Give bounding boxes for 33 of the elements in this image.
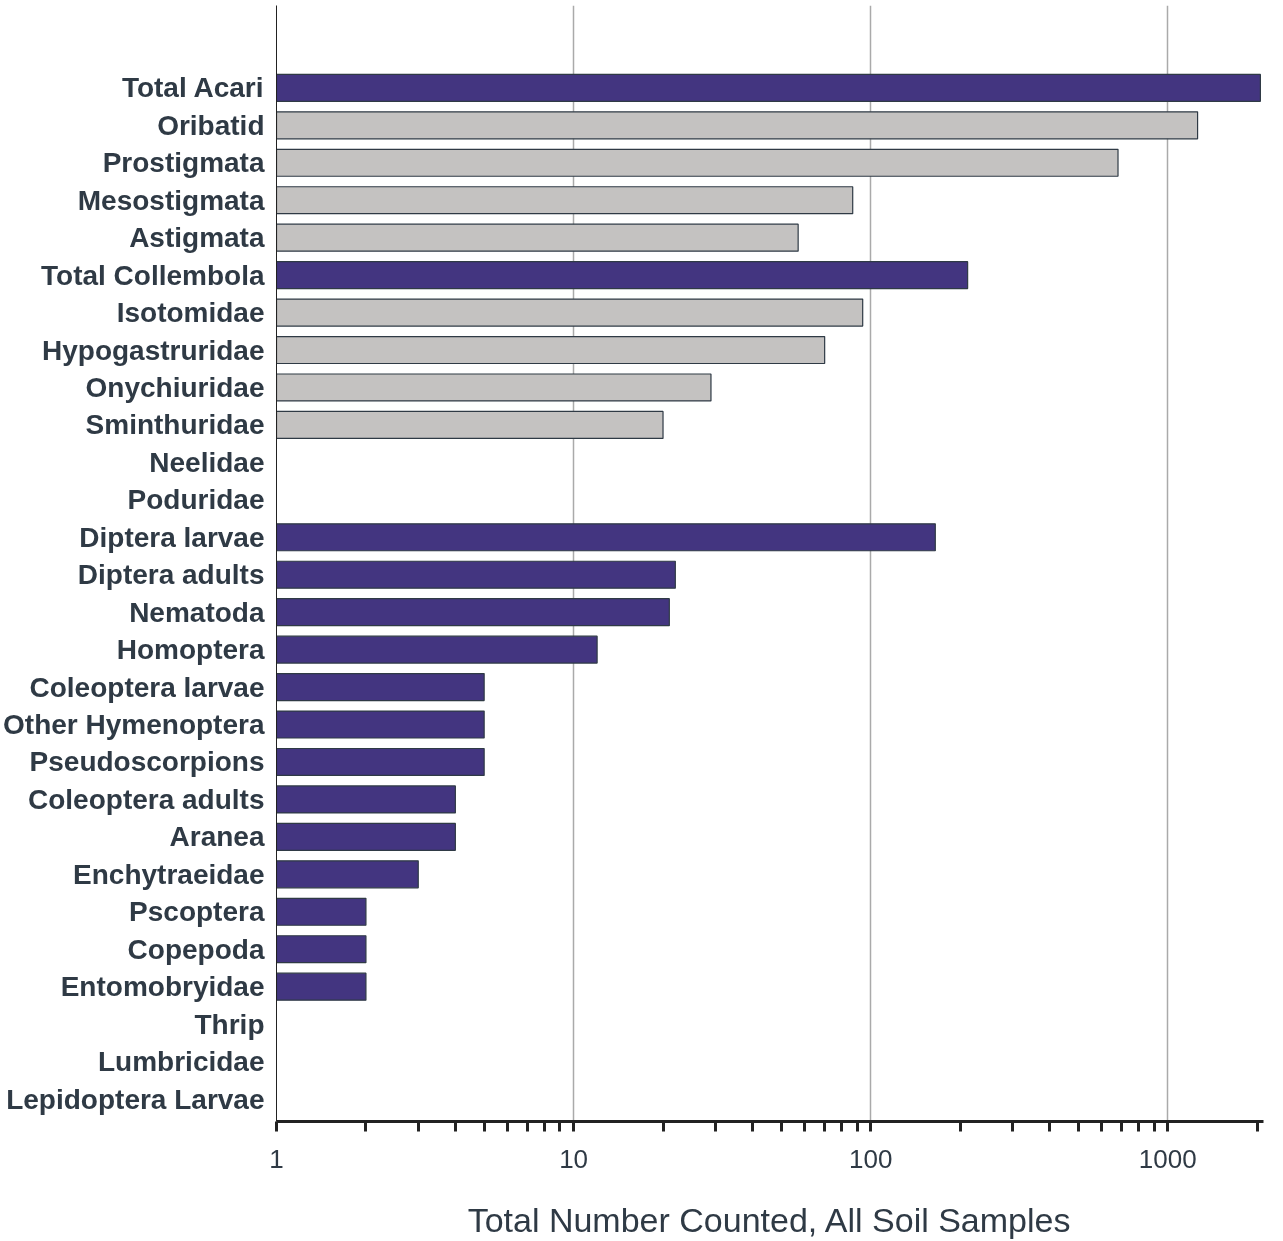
y-tick-label: Enchytraeidae (73, 858, 265, 890)
y-tick-label: Diptera larvae (79, 521, 265, 553)
y-tick-label: Homoptera (116, 634, 265, 666)
y-tick-label: Total Collembola (41, 259, 265, 291)
y-tick-label: Sminthuridae (85, 409, 265, 441)
y-tick-label: Other Hymenoptera (3, 709, 265, 741)
y-tick-label: Pseudoscorpions (29, 746, 265, 778)
y-tick-label: Thrip (194, 1008, 265, 1040)
y-tick-label: Prostigmata (102, 147, 265, 179)
x-tick-label: 1000 (1138, 1143, 1197, 1174)
x-axis-title: Total Number Counted, All Soil Samples (467, 1200, 1071, 1239)
y-tick-label: Pscoptera (129, 896, 265, 928)
y-tick-label: Lepidoptera Larvae (6, 1083, 265, 1115)
y-tick-label: Poduridae (127, 484, 265, 516)
y-tick-label: Isotomidae (116, 297, 265, 329)
y-tick-label: Copepoda (127, 933, 265, 965)
y-tick-label: Entomobryidae (60, 971, 265, 1003)
y-tick-label: Nematoda (129, 596, 265, 628)
x-tick-label: 10 (559, 1143, 589, 1174)
y-tick-label: Astigmata (129, 222, 265, 254)
y-tick-label: Coleoptera adults (28, 783, 265, 815)
y-tick-label: Total Acari (121, 72, 264, 104)
y-tick-label: Coleoptera larvae (29, 671, 265, 703)
y-tick-label: Neelidae (149, 446, 265, 478)
y-tick-label: Aranea (169, 821, 265, 853)
y-tick-label: Oribatid (157, 109, 265, 141)
y-tick-label: Diptera adults (77, 559, 265, 591)
y-tick-label: Hypogastruridae (42, 334, 265, 366)
x-tick-label: 1 (269, 1143, 284, 1174)
y-tick-label: Onychiuridae (85, 371, 265, 403)
y-tick-label: Lumbricidae (98, 1046, 265, 1078)
y-tick-label: Mesostigmata (77, 184, 265, 216)
x-tick-label: 100 (848, 1143, 893, 1174)
